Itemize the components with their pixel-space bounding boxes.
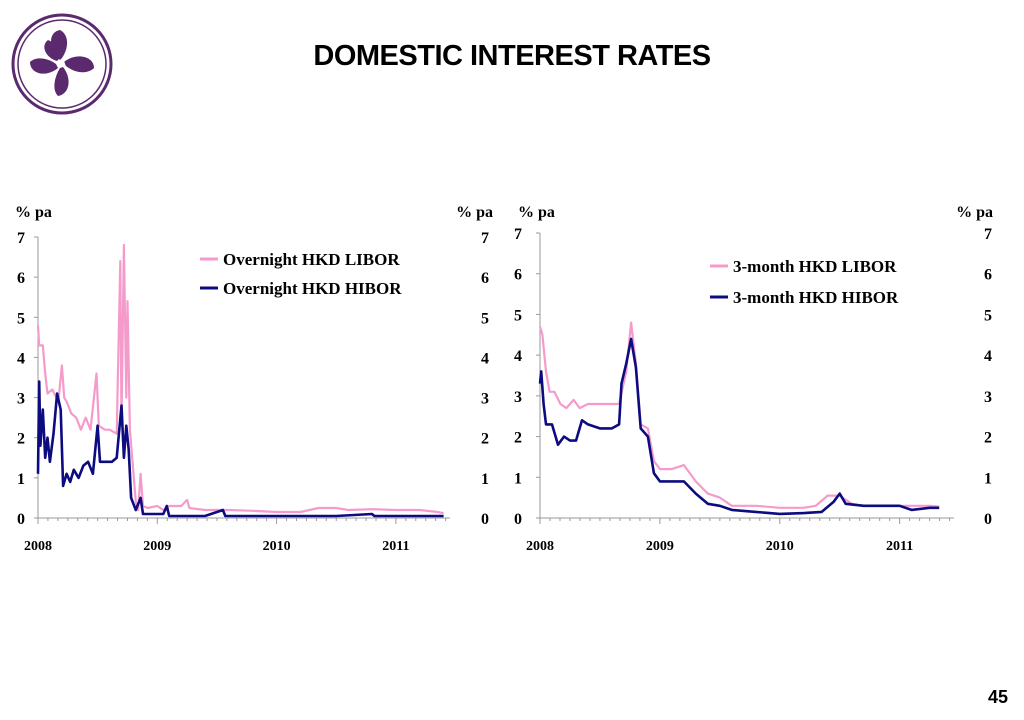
- left-chart-y-tick-label-right: 0: [481, 511, 489, 528]
- right-chart-y-tick-label-left: 5: [514, 307, 522, 324]
- right-chart-y-tick-label-right: 7: [984, 226, 992, 243]
- left-chart-y-tick-label-right: 5: [481, 310, 489, 327]
- bauhinia-flower-logo-icon: [10, 12, 114, 116]
- right-chart-y-tick-label-left: 2: [514, 430, 522, 447]
- left-chart-y-tick-label-left: 0: [17, 511, 25, 528]
- left-chart-series-line-hibor: [36, 380, 444, 518]
- left-chart-y-tick-label-left: 3: [17, 391, 25, 408]
- left-chart-x-tick-label: 2010: [263, 539, 291, 554]
- left-chart-legend-label-libor: Overnight HKD LIBOR: [223, 250, 400, 269]
- left-chart-y-tick-label-right: 1: [481, 471, 489, 488]
- left-chart-y-tick-label-right: 6: [481, 270, 489, 287]
- right-chart-left-axis-label: % pa: [518, 204, 555, 221]
- right-chart-right-axis-label: % pa: [956, 204, 993, 221]
- left-chart-legend-label-hibor: Overnight HKD HIBOR: [223, 279, 402, 298]
- right-chart-y-tick-label-right: 5: [984, 307, 992, 324]
- slide-title: DOMESTIC INTEREST RATES: [313, 40, 711, 72]
- left-chart-right-axis-label: % pa: [456, 204, 493, 221]
- left-chart-y-tick-label-left: 5: [17, 310, 25, 327]
- left-chart-y-tick-label-right: 4: [481, 350, 489, 367]
- right-chart-x-tick-label: 2010: [766, 539, 794, 554]
- right-chart-y-tick-label-left: 6: [514, 267, 522, 284]
- right-chart-y-tick-label-right: 1: [984, 470, 992, 487]
- left-chart-x-tick-label: 2008: [24, 539, 52, 554]
- left-chart-y-tick-label-right: 3: [481, 391, 489, 408]
- right-chart-y-tick-label-left: 0: [514, 511, 522, 528]
- right-chart-y-tick-label-right: 6: [984, 267, 992, 284]
- right-chart-x-tick-label: 2011: [886, 539, 913, 554]
- left-chart-y-tick-label-left: 4: [17, 350, 25, 367]
- left-chart-y-tick-label-right: 7: [481, 230, 489, 247]
- left-chart-left-axis-label: % pa: [15, 204, 52, 221]
- right-chart-y-tick-label-right: 4: [984, 348, 992, 365]
- right-chart-series-line-libor: [538, 321, 940, 509]
- right-chart-x-tick-label: 2008: [526, 539, 554, 554]
- right-chart-series-line-hibor: [538, 337, 940, 516]
- page-number: 45: [987, 687, 1008, 707]
- left-chart-series-line-libor: [36, 243, 444, 515]
- left-chart-x-tick-label: 2009: [143, 539, 171, 554]
- right-chart-y-tick-label-right: 2: [984, 430, 992, 447]
- right-chart-legend-label-libor: 3-month HKD LIBOR: [733, 257, 897, 276]
- left-chart-y-tick-label-left: 2: [17, 431, 25, 448]
- left-chart-y-tick-label-left: 7: [17, 230, 25, 247]
- right-chart-y-tick-label-right: 3: [984, 389, 992, 406]
- right-chart-y-tick-label-left: 1: [514, 470, 522, 487]
- left-chart-y-tick-label-left: 1: [17, 471, 25, 488]
- right-chart-legend-label-hibor: 3-month HKD HIBOR: [733, 288, 899, 307]
- right-chart-x-tick-label: 2009: [646, 539, 674, 554]
- left-chart-y-tick-label-left: 6: [17, 270, 25, 287]
- right-chart-y-tick-label-right: 0: [984, 511, 992, 528]
- left-chart-x-tick-label: 2011: [382, 539, 409, 554]
- right-chart-y-tick-label-left: 7: [514, 226, 522, 243]
- left-chart-y-tick-label-right: 2: [481, 431, 489, 448]
- right-chart-y-tick-label-left: 3: [514, 389, 522, 406]
- right-chart-y-tick-label-left: 4: [514, 348, 522, 365]
